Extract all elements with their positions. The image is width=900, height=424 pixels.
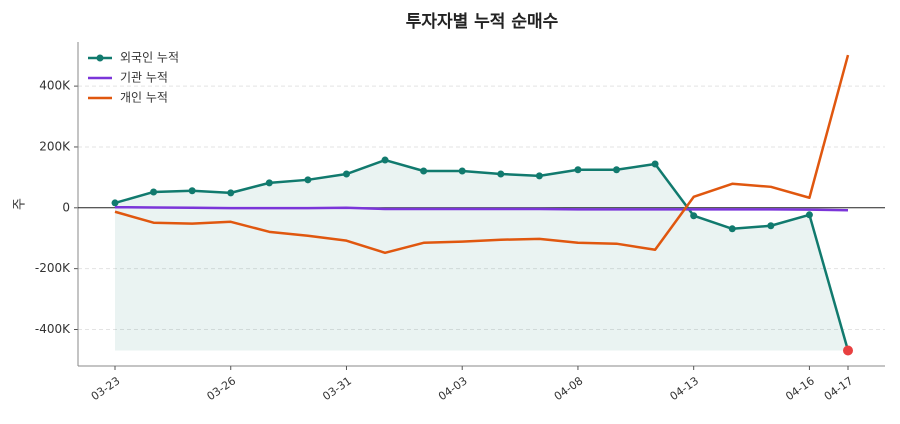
- y-tick-label: 400K: [39, 79, 71, 93]
- point: [227, 189, 235, 197]
- point: [111, 199, 119, 207]
- point: [613, 166, 621, 174]
- x-tick-label: 04-03: [436, 374, 470, 403]
- point: [458, 167, 466, 175]
- point: [497, 170, 505, 178]
- point: [188, 187, 196, 195]
- x-tick-label: 04-13: [667, 374, 701, 403]
- series-line: [114, 205, 849, 212]
- point: [420, 167, 428, 175]
- point: [805, 211, 813, 219]
- point: [304, 176, 312, 184]
- series-line: [114, 54, 850, 255]
- x-tick-label: 04-16: [783, 374, 817, 403]
- legend-label: 개인 누적: [120, 91, 168, 105]
- x-tick-label: 04-08: [552, 374, 586, 403]
- point: [574, 166, 582, 174]
- legend-label: 기관 누적: [120, 71, 168, 85]
- point: [265, 179, 273, 187]
- point: [381, 156, 389, 164]
- chart-title: 투자자별 누적 순매수: [406, 12, 559, 32]
- y-tick-label: -200K: [35, 261, 71, 275]
- point: [690, 212, 698, 220]
- point: [767, 222, 775, 230]
- y-tick-label: -400K: [35, 322, 71, 336]
- series-line: [114, 158, 850, 351]
- y-axis-label: 주: [13, 198, 28, 210]
- point: [843, 345, 853, 356]
- point: [150, 188, 158, 196]
- point: [342, 170, 350, 178]
- legend-marker: [96, 54, 104, 62]
- x-tick-label: 03-31: [320, 374, 354, 403]
- point: [728, 225, 736, 233]
- y-tick-label: 0: [62, 200, 70, 214]
- y-tick-label: 200K: [39, 139, 71, 153]
- point: [535, 172, 543, 180]
- x-tick-label: 03-26: [205, 374, 239, 403]
- x-tick-label: 03-23: [89, 374, 123, 403]
- area-fill: [115, 160, 848, 351]
- x-tick-label: 04-17: [822, 374, 856, 403]
- point: [651, 160, 659, 168]
- legend-label: 외국인 누적: [120, 51, 179, 65]
